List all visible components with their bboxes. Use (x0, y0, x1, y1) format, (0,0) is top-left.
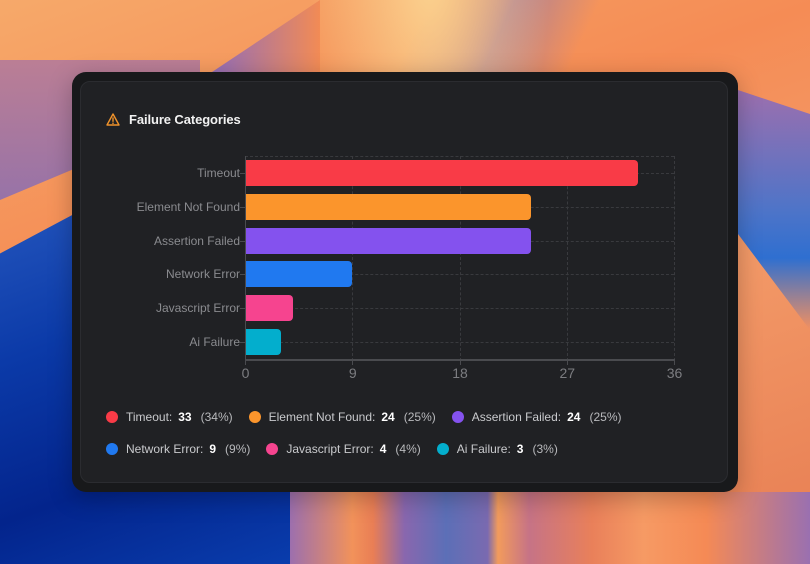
bar-assertion-failed[interactable] (246, 227, 531, 254)
x-axis-tick (459, 359, 461, 365)
x-axis-tick-label: 18 (452, 365, 468, 381)
wallpaper-shape (290, 492, 810, 564)
legend-label: Network Error: (126, 442, 204, 456)
legend-color-dot-icon (248, 411, 261, 423)
y-axis-line (245, 156, 246, 359)
legend-item[interactable]: Javascript Error: 4 (4%) (266, 442, 421, 456)
legend-item[interactable]: Assertion Failed: 24 (25%) (451, 410, 622, 424)
legend-value: 4 (379, 442, 387, 456)
y-axis-tick (240, 342, 245, 344)
y-axis-tick (240, 206, 245, 208)
legend-item[interactable]: Element Not Found: 24 (25%) (248, 410, 436, 424)
legend-color-dot-icon (436, 443, 449, 455)
y-axis-category-label: Timeout (197, 165, 240, 180)
y-axis-tick (240, 274, 245, 276)
legend-percentage: (34%) (200, 410, 233, 424)
bar-network-error[interactable] (246, 261, 353, 288)
bar-timeout[interactable] (246, 159, 639, 186)
legend-color-dot-icon (266, 443, 279, 455)
bar-element-not-found[interactable] (246, 193, 531, 220)
legend-value: 9 (209, 442, 217, 456)
card-body: Failure Categories 0 9 18 27 36 Timeout Elemen… (80, 81, 728, 483)
legend-value: 24 (567, 410, 581, 424)
y-axis-category-label: Javascript Error (155, 301, 240, 316)
grid-line (459, 156, 461, 361)
x-axis-tick-label: 9 (348, 365, 357, 381)
warning-triangle-icon (106, 112, 120, 126)
failure-categories-card: Failure Categories 0 9 18 27 36 Timeout Elemen… (72, 72, 738, 492)
grid-line (352, 156, 354, 361)
y-axis-category-label: Network Error (165, 267, 240, 282)
wallpaper-shape (738, 90, 810, 330)
y-axis-tick (240, 172, 245, 174)
legend-row: Timeout: 33 (34%) Element Not Found: 24 (25%)… (106, 409, 706, 425)
legend-value: 24 (381, 410, 395, 424)
horizontal-bar-chart: 0 9 18 27 36 Timeout Element Not Found Assertio… (81, 82, 729, 402)
legend-label: Timeout: (126, 410, 173, 424)
legend-label: Assertion Failed: (471, 410, 562, 424)
grid-line (674, 156, 675, 361)
y-axis-category-label: Element Not Found (136, 199, 240, 214)
legend-value: 33 (178, 410, 192, 424)
grid-line (566, 156, 568, 361)
x-axis-tick-label: 27 (559, 365, 576, 381)
legend-color-dot-icon (106, 443, 118, 455)
y-axis-category-label: Assertion Failed (153, 233, 240, 248)
legend-percentage: (25%) (403, 410, 436, 424)
legend-label: Ai Failure: (456, 442, 511, 456)
x-axis-tick (352, 359, 354, 365)
legend-percentage: (3%) (532, 442, 558, 456)
legend-color-dot-icon (106, 411, 118, 423)
legend-percentage: (25%) (589, 410, 622, 424)
x-axis-tick (674, 359, 675, 365)
legend-percentage: (4%) (395, 442, 421, 456)
legend-item[interactable]: Network Error: 9 (9%) (106, 442, 250, 456)
x-axis-tick (566, 359, 568, 365)
legend-label: Javascript Error: (286, 442, 374, 456)
legend-percentage: (9%) (225, 442, 251, 456)
x-axis-tick-label: 0 (241, 365, 250, 381)
legend-item[interactable]: Timeout: 33 (34%) (106, 410, 233, 424)
card-header: Failure Categories (106, 109, 241, 129)
bar-ai-failure[interactable] (246, 329, 281, 356)
chart-legend: Timeout: 33 (34%) Element Not Found: 24 (25%)… (106, 409, 706, 473)
y-axis-tick (240, 240, 245, 242)
y-axis-tick (240, 308, 245, 310)
y-axis-category-label: Ai Failure (189, 335, 240, 350)
legend-row: Network Error: 9 (9%) Javascript Error: 4 (4%… (106, 441, 706, 457)
x-axis-tick (245, 359, 246, 365)
bar-javascript-error[interactable] (246, 295, 293, 322)
legend-label: Element Not Found: (268, 410, 376, 424)
legend-value: 3 (516, 442, 524, 456)
x-axis-tick-label: 36 (666, 365, 683, 381)
legend-color-dot-icon (451, 411, 464, 423)
x-axis-line (245, 359, 674, 361)
legend-item[interactable]: Ai Failure: 3 (3%) (436, 442, 558, 456)
card-title: Failure Categories (129, 111, 241, 127)
